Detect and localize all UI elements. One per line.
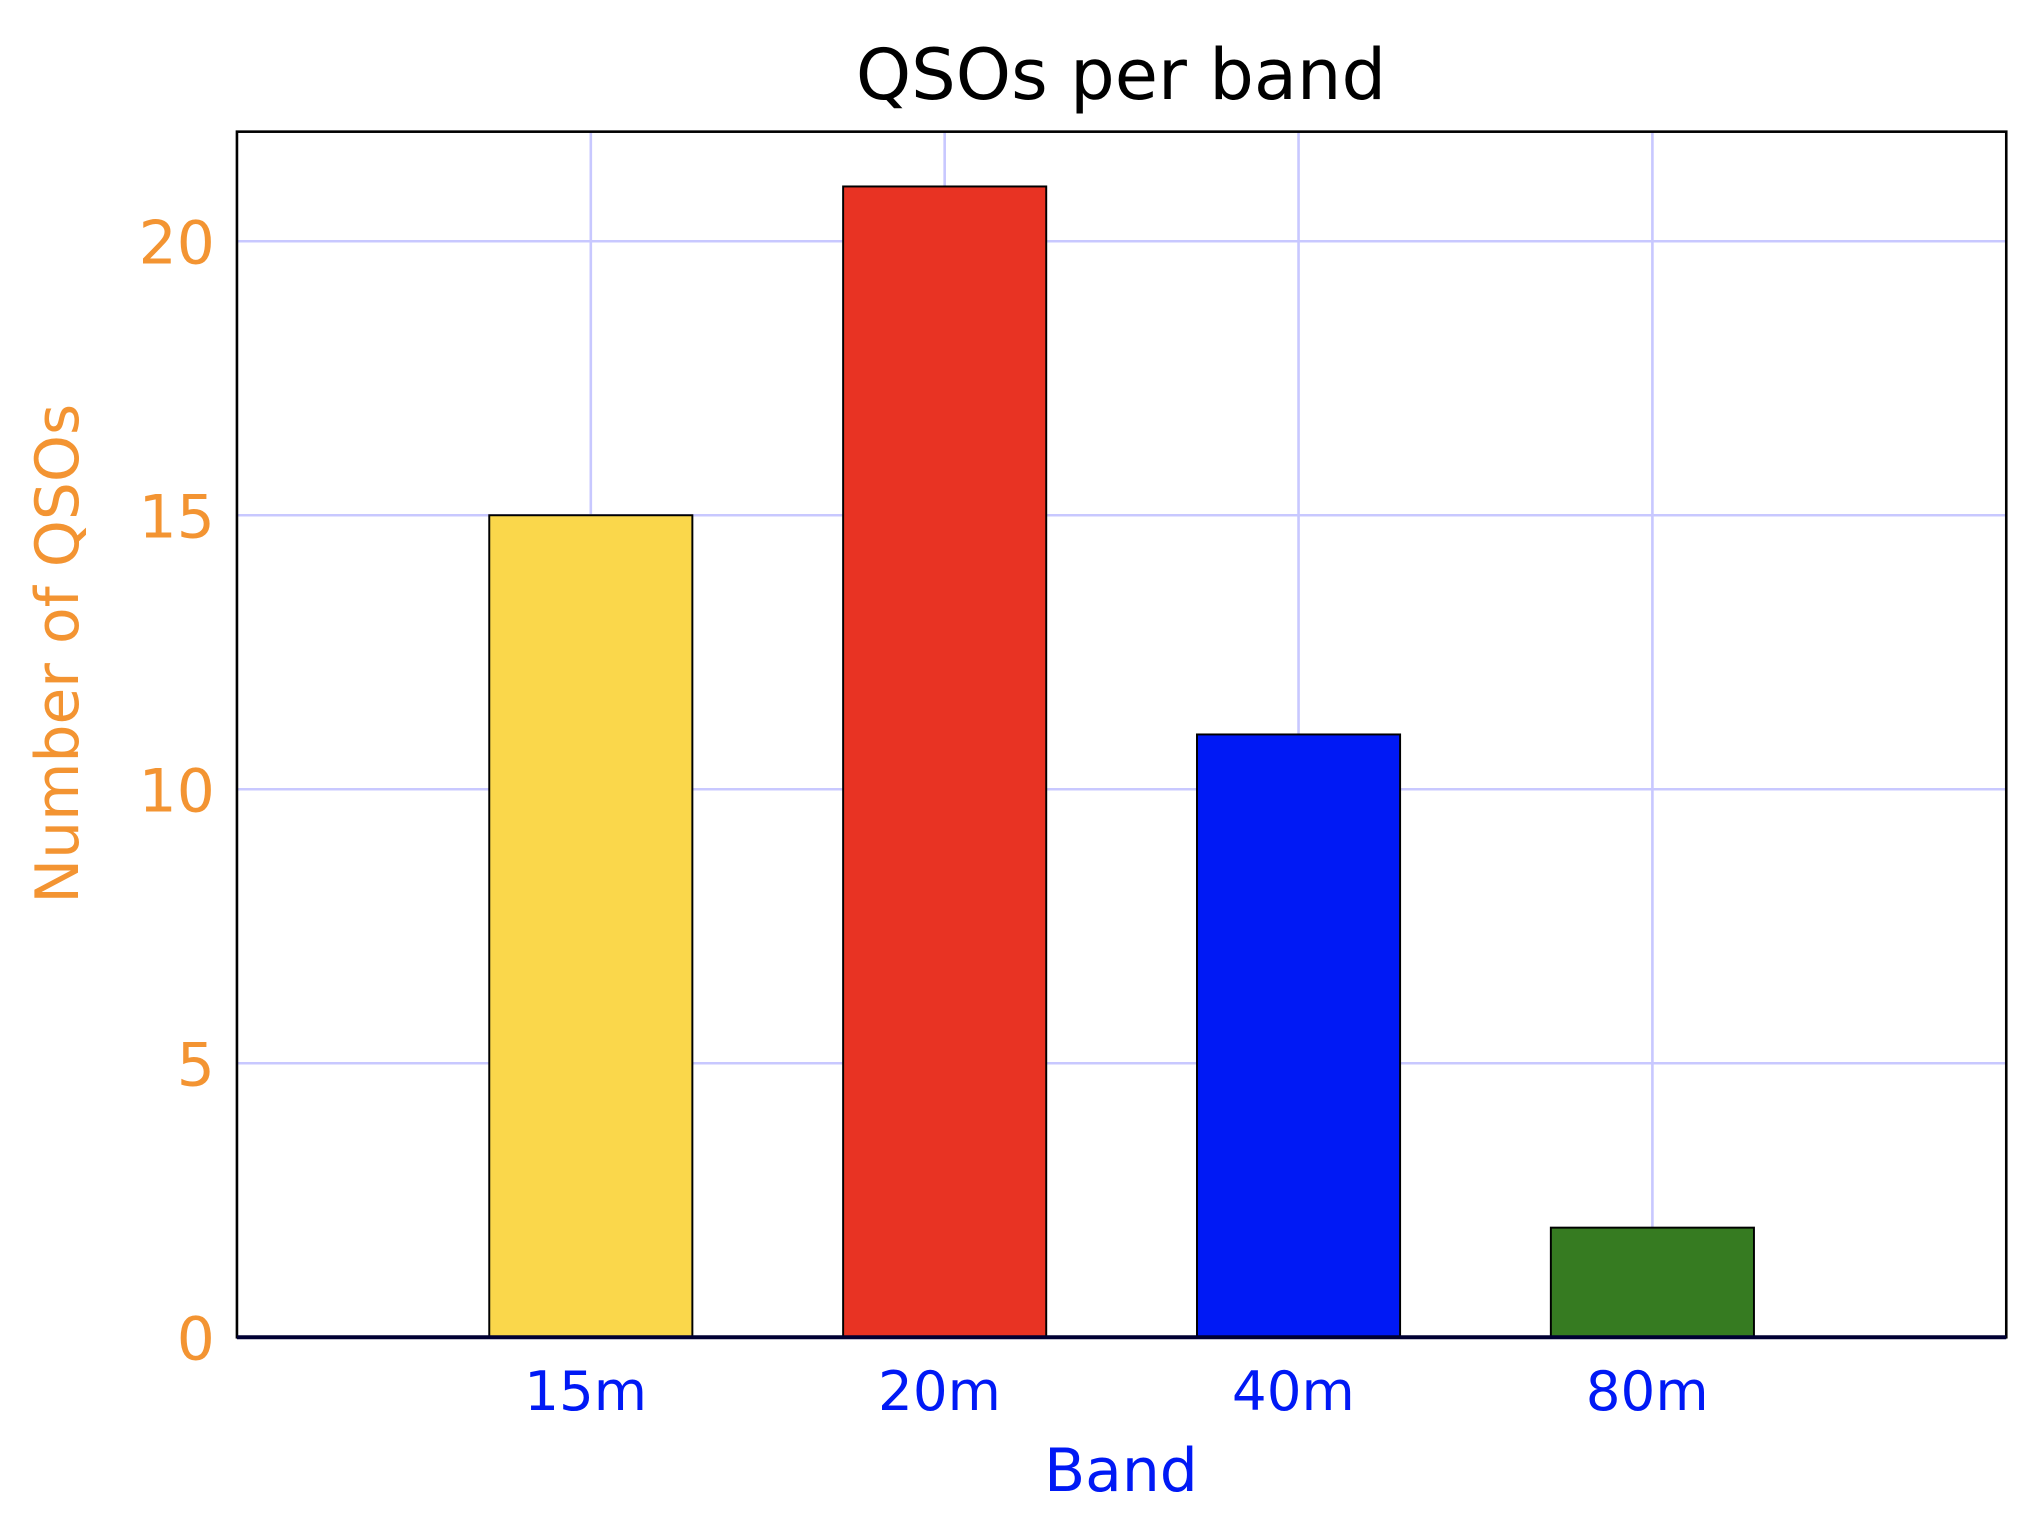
y-tick-labels: 0 5 10 15 20 — [139, 208, 215, 1374]
x-tick-label: 40m — [1232, 1359, 1355, 1423]
y-axis-label: Number of QSOs — [23, 404, 93, 904]
x-tick-label: 20m — [878, 1359, 1001, 1423]
bars — [488, 185, 1755, 1339]
bar-20m — [842, 185, 1048, 1339]
bar-15m — [488, 514, 694, 1339]
x-axis-label: Band — [1044, 1436, 1198, 1506]
bar-40m — [1196, 733, 1402, 1339]
y-tick-label: 20 — [139, 208, 215, 278]
y-tick-label: 0 — [177, 1304, 215, 1374]
y-tick-label: 5 — [177, 1030, 215, 1100]
bar-80m — [1549, 1226, 1755, 1339]
chart-title: QSOs per band — [856, 34, 1386, 116]
x-tick-label: 80m — [1586, 1359, 1709, 1423]
x-tick-labels: 15m 20m 40m 80m — [524, 1359, 1708, 1423]
y-tick-label: 10 — [139, 756, 215, 826]
y-tick-label: 15 — [139, 482, 215, 552]
x-tick-label: 15m — [524, 1359, 647, 1423]
